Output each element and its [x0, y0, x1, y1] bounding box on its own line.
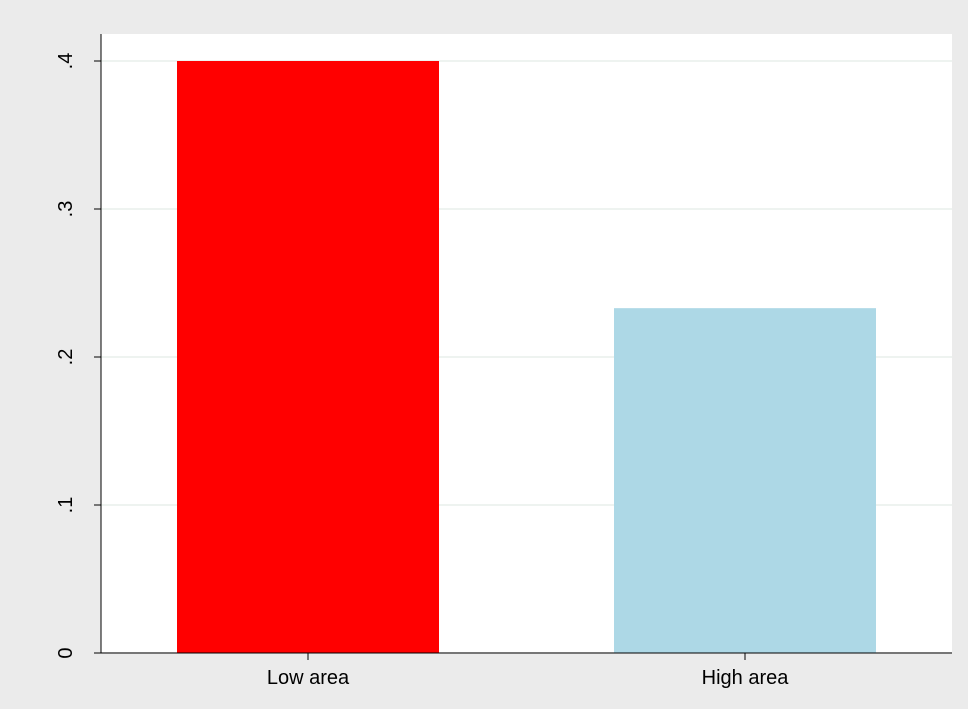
bar-1	[177, 61, 439, 653]
x-tick-label: Low area	[267, 667, 350, 689]
y-axis-ticks: 0 .1 .2 .3 .4	[55, 53, 101, 659]
y-tick-label: .2	[55, 349, 77, 366]
y-tick-label: .3	[55, 201, 77, 218]
x-tick-label: High area	[702, 667, 790, 689]
bars	[177, 61, 876, 653]
x-axis-ticks: Low area High area	[267, 653, 789, 689]
y-tick-label: 0	[55, 647, 77, 658]
y-tick-label: .1	[55, 497, 77, 514]
bar-2	[614, 308, 876, 653]
y-tick-label: .4	[55, 53, 77, 70]
